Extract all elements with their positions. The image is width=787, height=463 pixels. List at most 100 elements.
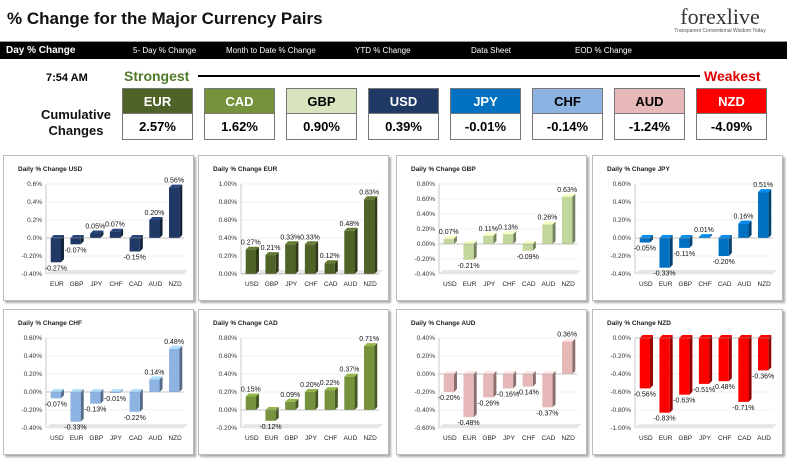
- bar-top: [738, 220, 752, 224]
- y-tick-label: 0.0%: [27, 235, 42, 242]
- y-tick-label: -0.20%: [414, 389, 435, 396]
- bar-cad: [324, 263, 335, 274]
- data-label: -0.71%: [732, 405, 754, 412]
- chart-panel-nzd: Daily % Change NZD 0.00% -0.20% -0.40% -0.60…: [592, 309, 783, 455]
- bar-side: [532, 371, 536, 387]
- bar-usd: [639, 238, 650, 243]
- bar-gbp: [679, 238, 690, 248]
- bar-side: [728, 335, 732, 382]
- bar-top: [149, 376, 163, 380]
- bar-top: [70, 389, 84, 392]
- chart-panel-chf: Daily % Change CHF 0.60% 0.40% 0.20% 0.00% -0…: [3, 309, 194, 455]
- bar-side: [649, 335, 653, 389]
- x-tick-label: AUD: [542, 281, 556, 288]
- bar-chf: [718, 338, 729, 382]
- bar-top: [502, 231, 517, 235]
- x-tick-label: USD: [443, 435, 457, 442]
- x-tick-label: JPY: [483, 281, 496, 288]
- y-tick-label: -0.40%: [21, 425, 42, 432]
- bar-side: [572, 193, 576, 244]
- bar-side: [493, 371, 497, 398]
- bar-side: [493, 232, 497, 244]
- data-label: -0.05%: [634, 246, 656, 253]
- x-tick-label: USD: [50, 435, 64, 442]
- currency-cumulative-value: 2.57%: [122, 114, 193, 140]
- x-tick-label: EUR: [463, 281, 477, 288]
- data-label: -0.48%: [457, 420, 479, 427]
- chart-chf: Daily % Change CHF0.60%0.40%0.20%0.00%-0…: [18, 320, 188, 442]
- bar-top: [149, 217, 163, 220]
- y-tick-label: 0.20%: [417, 353, 436, 360]
- data-label: 0.36%: [557, 332, 577, 339]
- x-tick-label: AUD: [344, 281, 358, 288]
- x-tick-label: JPY: [699, 435, 712, 442]
- y-tick-label: -0.80%: [610, 407, 631, 414]
- x-tick-label: CAD: [718, 281, 732, 288]
- logo-text: forexlive: [680, 4, 760, 29]
- data-label: 0.51%: [753, 182, 773, 189]
- currency-cell-jpy: JPY -0.01%: [450, 88, 521, 140]
- bar-side: [100, 389, 104, 404]
- x-tick-label: JPY: [305, 435, 318, 442]
- bar-gbp: [90, 392, 101, 404]
- bar-cad: [738, 338, 749, 402]
- page-title: % Change for the Major Currency Pairs: [7, 9, 323, 28]
- x-tick-label: NZD: [363, 281, 377, 288]
- data-label: -0.37%: [536, 410, 558, 417]
- bar-top: [90, 230, 104, 234]
- x-tick-label: AUD: [149, 281, 163, 288]
- bar-top: [659, 235, 673, 238]
- bar-side: [669, 235, 673, 268]
- bar-jpy: [304, 392, 316, 410]
- bar-top: [129, 389, 143, 392]
- y-tick-label: -0.60%: [610, 389, 631, 396]
- bar-side: [275, 407, 279, 421]
- chart-floor: [46, 270, 188, 274]
- bar-top: [483, 371, 497, 374]
- bar-side: [768, 189, 772, 238]
- bar-top: [109, 389, 124, 392]
- bar-usd: [443, 238, 454, 244]
- nav-day-change[interactable]: Day % Change: [6, 45, 76, 56]
- bar-top: [562, 338, 576, 342]
- nav-5day-change[interactable]: 5- Day % Change: [133, 46, 197, 55]
- nav-data-sheet[interactable]: Data Sheet: [471, 46, 512, 55]
- data-label: -0.01%: [104, 396, 126, 403]
- y-tick-label: 0.60%: [219, 353, 238, 360]
- nav-month-to-date-change[interactable]: Month to Date % Change: [226, 46, 316, 55]
- cumulative-label-line2: Changes: [48, 123, 104, 138]
- data-label: 0.09%: [280, 392, 300, 399]
- bar-top: [169, 184, 183, 188]
- x-tick-label: CAD: [542, 435, 556, 442]
- bar-top: [542, 371, 556, 374]
- forexlive-logo[interactable]: forexlive Transparent Conventional Wisdo…: [668, 4, 772, 38]
- y-tick-label: 0.00%: [613, 335, 632, 342]
- nav-ytd-change[interactable]: YTD % Change: [355, 46, 411, 55]
- logo-tagline: Transparent Conventional Wisdom Today: [674, 28, 766, 34]
- chart-title: Daily % Change GBP: [411, 166, 476, 173]
- currency-cumulative-value: -0.01%: [450, 114, 521, 140]
- bar-cad: [718, 238, 729, 256]
- bar-top: [639, 235, 653, 238]
- bar-top: [304, 241, 319, 245]
- chart-cad: Daily % Change CAD0.80%0.60%0.40%0.20%0.…: [213, 320, 383, 442]
- nav-eod-change[interactable]: EOD % Change: [575, 46, 632, 55]
- y-tick-label: 0.00%: [417, 371, 436, 378]
- y-tick-label: 0.00%: [613, 235, 632, 242]
- data-label: 0.14%: [144, 369, 164, 376]
- bar-top: [639, 335, 653, 338]
- bar-chf: [304, 244, 316, 274]
- strength-arrow-line: [198, 75, 700, 77]
- y-tick-label: 0.00%: [417, 241, 436, 248]
- x-tick-label: NZD: [561, 281, 575, 288]
- bar-aud: [738, 223, 749, 238]
- data-label: -0.83%: [653, 416, 675, 423]
- chart-title: Daily % Change EUR: [213, 166, 278, 173]
- cumulative-label-line1: Cumulative: [40, 107, 112, 122]
- bar-nzd: [169, 348, 180, 392]
- bar-top: [443, 235, 457, 239]
- x-tick-label: JPY: [503, 435, 516, 442]
- x-tick-label: JPY: [285, 281, 298, 288]
- x-tick-label: GBP: [70, 281, 84, 288]
- data-label: 0.20%: [144, 210, 164, 217]
